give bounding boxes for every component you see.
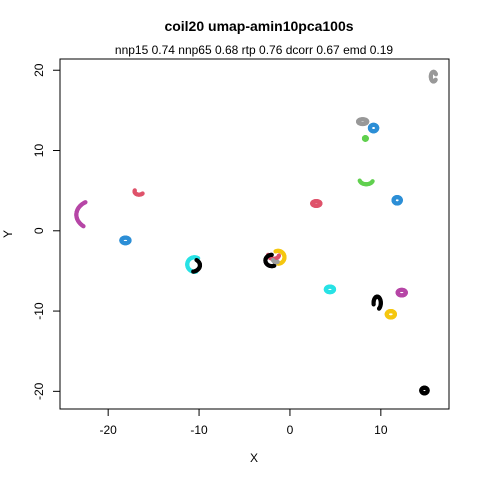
x-tick-label: 0 [287, 423, 294, 437]
y-axis-label: Y [1, 230, 15, 238]
data-point [425, 388, 430, 394]
data-point [276, 253, 282, 258]
data-points [74, 69, 439, 396]
y-tick-label: 20 [32, 63, 46, 77]
data-point [364, 136, 369, 141]
y-tick-label: -20 [32, 382, 46, 400]
x-axis-label: X [250, 451, 258, 465]
data-point [194, 257, 199, 263]
data-point [273, 249, 278, 254]
data-point [318, 201, 323, 206]
data-point [127, 238, 132, 243]
data-point [371, 302, 376, 307]
data-point [403, 290, 408, 296]
data-point [365, 119, 370, 125]
data-point [375, 126, 380, 131]
y-tick-label: 0 [32, 227, 46, 234]
data-point [275, 259, 280, 264]
chart-title: coil20 umap-amin10pca100s [164, 18, 353, 34]
data-point [370, 179, 375, 184]
data-point [81, 224, 86, 229]
plot-frame [59, 58, 450, 410]
data-point [398, 198, 403, 203]
chart-subtitle: nnp15 0.74 nnp65 0.68 rtp 0.76 dcorr 0.6… [115, 43, 394, 57]
data-point [392, 312, 397, 317]
y-tick-label: 10 [32, 144, 46, 158]
data-point [331, 287, 337, 292]
y-axis: -20 -10 0 10 20 [32, 63, 61, 400]
data-point [140, 191, 145, 196]
x-tick-label: -10 [190, 423, 208, 437]
x-tick-label: 10 [374, 423, 388, 437]
x-axis: -20 -10 0 10 [99, 408, 388, 437]
y-tick-label: -10 [32, 302, 46, 320]
data-point [272, 263, 277, 268]
data-point [433, 77, 438, 82]
x-tick-label: -20 [99, 423, 117, 437]
